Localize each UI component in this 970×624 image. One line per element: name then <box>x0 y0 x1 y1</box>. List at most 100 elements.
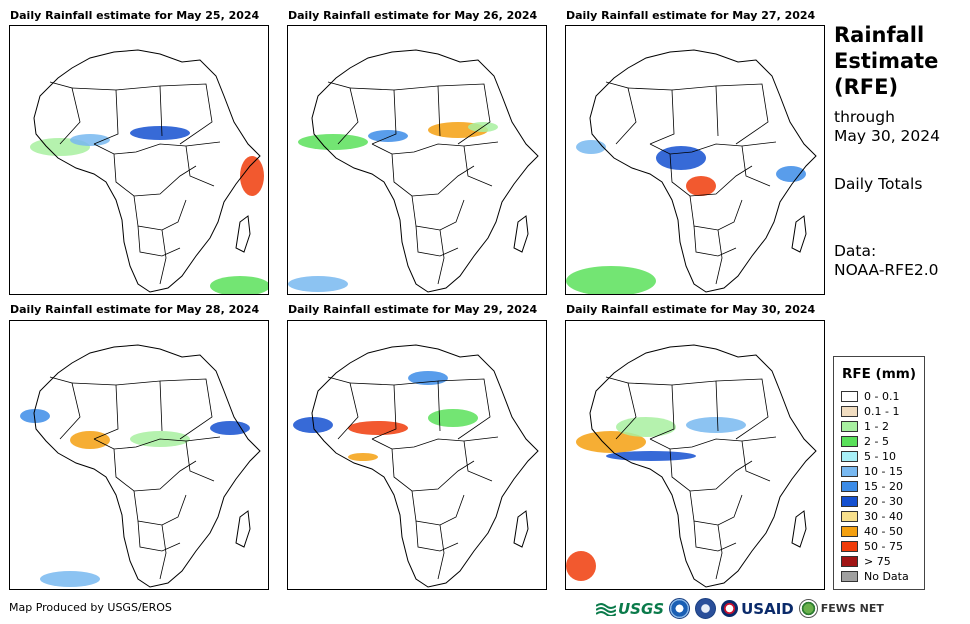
legend-swatch <box>841 571 858 582</box>
legend-item: 30 - 40 <box>841 509 909 524</box>
country-border <box>93 436 221 450</box>
country-border <box>113 448 197 492</box>
panel-title-may-28: Daily Rainfall estimate for May 28, 2024 <box>10 303 260 316</box>
rainfall-map-may-25 <box>9 25 269 295</box>
rainfall-patch <box>686 176 716 196</box>
usaid-seal-icon <box>721 600 739 617</box>
country-border <box>437 229 445 285</box>
country-border <box>627 87 675 145</box>
rainfall-map-may-28 <box>9 320 269 590</box>
legend-item: 1 - 2 <box>841 419 909 434</box>
legend-swatch <box>841 556 858 567</box>
rainfall-patch <box>368 130 408 142</box>
africa-coastline <box>33 344 261 588</box>
legend-item: 0 - 0.1 <box>841 389 909 404</box>
legend-label: > 75 <box>864 555 891 568</box>
legend-label: 2 - 5 <box>864 435 889 448</box>
rainfall-map-may-26 <box>287 25 547 295</box>
country-border <box>689 195 743 231</box>
country-border <box>649 141 777 155</box>
rainfall-patch <box>20 409 50 423</box>
legend-swatch <box>841 511 858 522</box>
through-date-value: May 30, 2024 <box>834 127 940 145</box>
legend-item: 20 - 30 <box>841 494 909 509</box>
usgs-logo: USGS <box>596 600 664 618</box>
panel-title-may-27: Daily Rainfall estimate for May 27, 2024 <box>566 9 816 22</box>
madagascar-outline <box>235 510 251 548</box>
rainfall-map-may-27 <box>565 25 825 295</box>
africa-coastline <box>589 49 817 293</box>
country-border <box>159 524 167 580</box>
legend-item: 10 - 15 <box>841 464 909 479</box>
madagascar-outline <box>791 510 807 548</box>
data-source: Data: NOAA-RFE2.0 <box>834 242 939 280</box>
country-border <box>133 490 187 526</box>
country-border <box>411 490 465 526</box>
country-border <box>159 229 167 285</box>
africa-map-svg <box>288 49 539 293</box>
country-border <box>463 145 493 187</box>
legend-label: 30 - 40 <box>864 510 903 523</box>
country-border <box>185 145 215 187</box>
country-border <box>113 153 197 197</box>
madagascar-outline <box>235 215 251 253</box>
legend-label: 10 - 15 <box>864 465 903 478</box>
country-border <box>715 83 769 145</box>
country-border <box>71 382 119 440</box>
country-border <box>715 378 769 440</box>
rainfall-patch <box>656 146 706 170</box>
country-border <box>437 524 445 580</box>
legend-title: RFE (mm) <box>842 366 917 382</box>
rainfall-patch <box>348 453 378 461</box>
country-border <box>71 87 119 145</box>
panel-title-may-26: Daily Rainfall estimate for May 26, 2024 <box>288 9 538 22</box>
legend-swatch <box>841 526 858 537</box>
legend-swatch <box>841 406 858 417</box>
legend-swatch <box>841 451 858 462</box>
africa-map-svg <box>566 49 817 294</box>
africa-map-svg <box>30 49 268 294</box>
legend-swatch <box>841 436 858 447</box>
country-border <box>627 382 675 440</box>
africa-coastline <box>311 49 539 293</box>
rainfall-patch <box>130 126 190 140</box>
panel-title-may-30: Daily Rainfall estimate for May 30, 2024 <box>566 303 816 316</box>
rainfall-patch <box>348 421 408 435</box>
country-border <box>159 83 213 145</box>
africa-map-svg <box>20 344 261 588</box>
rainfall-patch <box>40 571 100 587</box>
legend-item: 40 - 50 <box>841 524 909 539</box>
country-border <box>437 83 491 145</box>
legend-swatch <box>841 481 858 492</box>
rainfall-patch <box>566 266 656 294</box>
rainfall-map-may-30 <box>565 320 825 590</box>
country-border <box>415 520 459 552</box>
country-border <box>349 382 397 440</box>
country-border <box>371 436 499 450</box>
legend-item: No Data <box>841 569 909 584</box>
legend-item: 0.1 - 1 <box>841 404 909 419</box>
through-date: through May 30, 2024 <box>834 108 940 146</box>
legend-item: 2 - 5 <box>841 434 909 449</box>
legend: RFE (mm) 0 - 0.1 0.1 - 1 1 - 2 2 - 5 5 - 10 1… <box>833 356 925 590</box>
legend-swatch <box>841 421 858 432</box>
fews-net-logo-text: FEWS NET <box>820 602 884 615</box>
legend-label: 15 - 20 <box>864 480 903 493</box>
panel-title-may-25: Daily Rainfall estimate for May 25, 2024 <box>10 9 260 22</box>
country-border <box>93 141 221 155</box>
country-border <box>437 378 491 440</box>
country-border <box>693 520 737 552</box>
through-label: through <box>834 108 895 126</box>
country-border <box>371 141 499 155</box>
rainfall-patch <box>576 140 606 154</box>
country-border <box>349 87 397 145</box>
usgs-waves-icon <box>596 602 616 616</box>
nasa-seal-icon <box>695 598 717 619</box>
country-border <box>669 448 753 492</box>
legend-item: > 75 <box>841 554 909 569</box>
country-border <box>715 524 723 580</box>
country-border <box>741 440 771 482</box>
totals-label: Daily Totals <box>834 175 923 193</box>
africa-coastline <box>589 344 817 588</box>
rainfall-map-may-29 <box>287 320 547 590</box>
